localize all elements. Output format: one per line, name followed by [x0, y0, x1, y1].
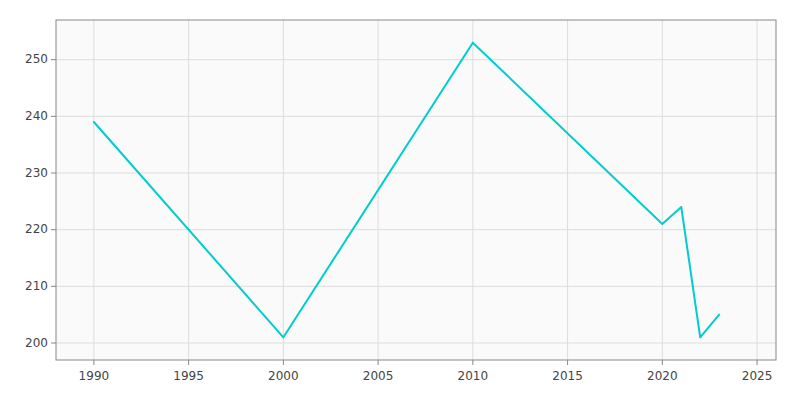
chart: 200 210 220 230 240 250 1990 1995 2000 2005 2010 20… — [0, 0, 800, 400]
x-grid-line — [188, 20, 189, 360]
x-grid-line — [757, 20, 758, 360]
y-grid-line — [56, 343, 776, 344]
x-tick-label: 2025 — [742, 369, 773, 383]
y-grid-line — [56, 173, 776, 174]
plot-frame — [56, 20, 776, 360]
axes: 200 210 220 230 240 250 1990 1995 2000 2005 2010 20… — [25, 52, 772, 383]
y-tick — [51, 59, 56, 60]
x-grid-line — [283, 20, 284, 360]
x-grid-line — [662, 20, 663, 360]
y-tick — [51, 286, 56, 287]
x-tick — [472, 360, 473, 365]
y-tick-label: 230 — [25, 166, 48, 180]
y-tick-label: 240 — [25, 109, 48, 123]
y-tick-label: 200 — [25, 336, 48, 350]
x-tick — [378, 360, 379, 365]
x-tick — [757, 360, 758, 365]
x-tick-label: 1995 — [173, 369, 204, 383]
x-tick-label: 2005 — [363, 369, 394, 383]
x-tick-label: 1990 — [79, 369, 110, 383]
x-tick — [188, 360, 189, 365]
y-tick-label: 220 — [25, 222, 48, 236]
y-grid-line — [56, 229, 776, 230]
plot-area — [56, 20, 776, 360]
y-tick — [51, 343, 56, 344]
grid — [56, 20, 776, 360]
y-grid-line — [56, 59, 776, 60]
y-tick-label: 210 — [25, 279, 48, 293]
y-grid-line — [56, 286, 776, 287]
y-grid-line — [56, 116, 776, 117]
x-tick — [662, 360, 663, 365]
y-tick — [51, 116, 56, 117]
x-tick-label: 2000 — [268, 369, 299, 383]
x-tick-label: 2010 — [458, 369, 489, 383]
y-tick — [51, 173, 56, 174]
x-tick-label: 2015 — [552, 369, 583, 383]
x-tick — [93, 360, 94, 365]
y-tick-label: 250 — [25, 52, 48, 66]
x-grid-line — [93, 20, 94, 360]
x-grid-line — [472, 20, 473, 360]
data-line — [94, 43, 719, 338]
page: {"chart_data": {"type": "line", "x": [19… — [0, 0, 800, 400]
x-tick — [283, 360, 284, 365]
chart-container: 200 210 220 230 240 250 1990 1995 2000 2005 2010 20… — [0, 0, 800, 400]
y-tick — [51, 229, 56, 230]
x-tick-label: 2020 — [647, 369, 678, 383]
x-tick — [567, 360, 568, 365]
x-grid-line — [567, 20, 568, 360]
plot-marks — [94, 43, 719, 338]
